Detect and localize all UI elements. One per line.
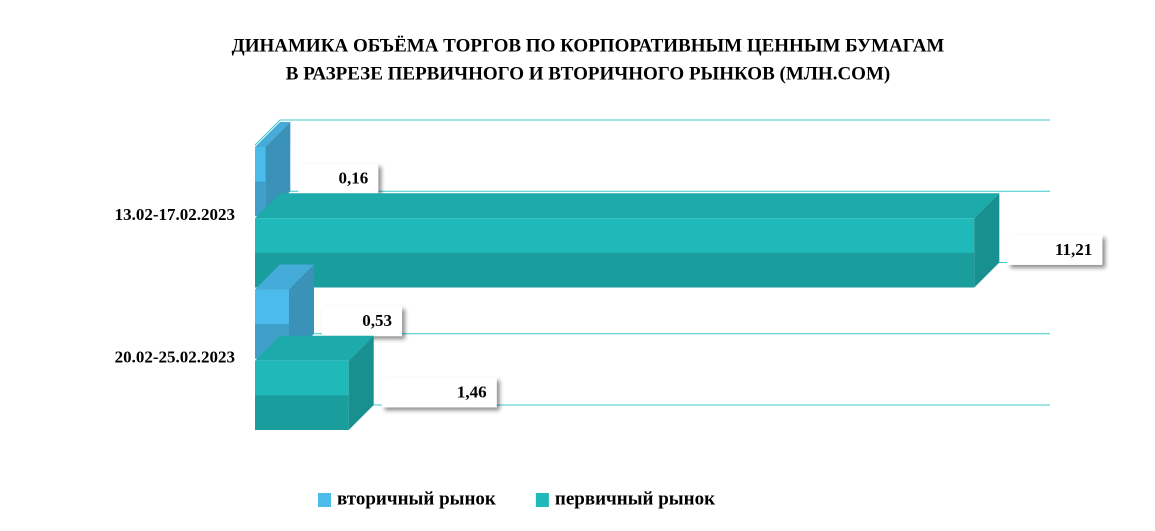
depth-edge bbox=[254, 119, 281, 146]
value-label-box bbox=[298, 163, 379, 194]
legend-swatch bbox=[318, 493, 331, 507]
bar-side-shade bbox=[265, 122, 291, 217]
bar-top-shade bbox=[255, 335, 374, 361]
bar bbox=[255, 193, 1000, 288]
bar bbox=[255, 264, 315, 359]
value-label: 0,16 bbox=[339, 169, 369, 188]
value-label-box bbox=[381, 377, 497, 408]
bar-front-shade bbox=[255, 181, 266, 217]
bar-top bbox=[255, 122, 291, 147]
bar-side bbox=[265, 122, 291, 217]
chart-title: ДИНАМИКА ОБЪЁМА ТОРГОВ ПО КОРПОРАТИВНЫМ … bbox=[232, 35, 945, 56]
bar-side-shade bbox=[348, 335, 374, 430]
bar-top-shade bbox=[255, 193, 1000, 219]
y-tick-label: 20.02-25.02.2023 bbox=[115, 348, 235, 367]
bar bbox=[255, 335, 374, 430]
bar bbox=[255, 122, 291, 217]
value-label-box bbox=[322, 306, 403, 337]
bar-top-shade bbox=[255, 122, 291, 147]
bar-front bbox=[255, 147, 266, 217]
bar-side-shade bbox=[289, 264, 315, 359]
bar-top bbox=[255, 193, 1000, 219]
value-label: 1,46 bbox=[457, 382, 487, 401]
value-label: 11,21 bbox=[1055, 240, 1092, 259]
value-label: 0,53 bbox=[362, 311, 392, 330]
bar-top bbox=[255, 335, 374, 361]
bar-front bbox=[255, 360, 349, 430]
bar-side bbox=[289, 264, 315, 359]
bar-side-shade bbox=[974, 193, 1000, 288]
bar-side bbox=[348, 335, 374, 430]
bar-top bbox=[255, 264, 315, 290]
legend-label: вторичный рынок bbox=[337, 488, 496, 509]
bar-front-shade bbox=[255, 395, 349, 430]
y-tick-label: 13.02-17.02.2023 bbox=[115, 205, 235, 224]
legend-label: первичный рынок bbox=[555, 488, 715, 509]
legend-swatch bbox=[535, 493, 549, 507]
bar-side bbox=[974, 193, 1000, 288]
bar-front-shade bbox=[255, 252, 975, 288]
chart-subtitle: В РАЗРЕЗЕ ПЕРВИЧНОГО И ВТОРИЧНОГО РЫНКОВ… bbox=[286, 63, 890, 84]
bar-top-shade bbox=[255, 264, 315, 290]
value-label-box bbox=[1007, 234, 1103, 265]
bar-front bbox=[255, 218, 975, 288]
